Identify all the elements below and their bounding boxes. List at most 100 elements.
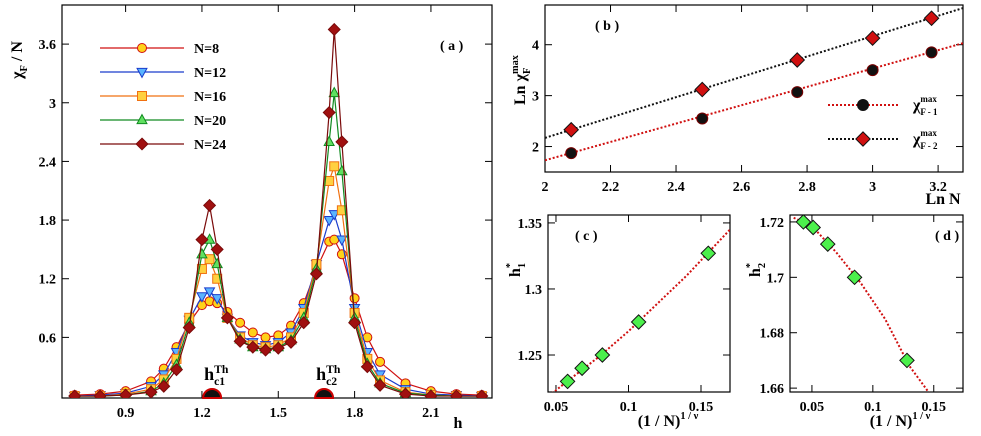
marker [335,135,349,149]
x-tick-label: 2 [542,180,549,195]
legend-name: χ [912,97,921,114]
critical-label-part: h [204,364,214,384]
marker [375,356,386,367]
x-tick-label: 0.15 [922,400,947,415]
x-tick-label: 1.8 [346,406,364,421]
marker [846,269,863,286]
y-axis-label-part: χ [9,71,26,80]
plot-frame [547,214,731,393]
marker [348,316,362,330]
y-axis-label-part: F [522,68,533,74]
legend-label: N=12 [194,66,226,81]
x-tick-label: 3 [869,180,876,195]
critical-label-part: Th [214,363,229,376]
legend-label: N=8 [194,42,219,57]
y-tick-label: 1.2 [39,273,57,288]
marker [789,52,806,68]
series-line [74,29,482,397]
x-axis-label: (1 / N)1 / ν [870,411,931,430]
marker [204,254,215,265]
legend-sup: max [920,94,937,104]
marker [805,219,822,236]
critical-point [202,388,223,399]
y-tick-label: 0.6 [39,331,57,346]
marker [157,379,171,393]
critical-label-part: c2 [326,375,337,388]
marker [398,387,413,398]
legend-label: N=16 [194,90,226,105]
series-line [74,238,482,396]
x-axis-label: (1 / N)1 / ν [638,411,699,430]
y-axis-label: Ln χmaxF [510,54,533,105]
y-axis-label-part: Ln χ [512,73,529,105]
x-tick-label: 0.05 [544,400,569,415]
marker [475,389,489,398]
marker [119,388,133,398]
marker [260,332,271,343]
marker [258,343,273,357]
marker [210,242,224,256]
critical-label-part: h [316,364,326,384]
y-tick-label: 2 [532,141,539,156]
y-tick-label: 3.6 [39,38,57,53]
marker [857,99,869,111]
marker [246,340,260,354]
legend-label: N=24 [194,138,226,153]
marker [559,373,576,390]
y-tick-label: 1.72 [760,216,785,231]
legend-sub: F - 2 [920,141,938,151]
y-tick-label: 1.68 [760,327,785,342]
marker [233,334,247,348]
y-tick-label: 1.3 [525,283,543,298]
marker [574,360,590,377]
x-axis-label: Ln N [925,191,961,208]
legend-label: N=20 [194,114,226,129]
marker [327,22,341,36]
x-tick-label: 2.6 [733,180,751,195]
plot-area [545,7,963,162]
marker [899,352,915,369]
y-tick-label: 3 [49,97,56,112]
marker [136,113,148,125]
marker [424,389,438,398]
plot-area [793,215,930,392]
marker [220,311,234,325]
y-tick-label: 1.25 [518,349,543,364]
y-axis-label-part: F [19,65,30,71]
marker [196,292,208,303]
x-tick-label: 2.2 [602,180,620,195]
critical-label-part: Th [326,363,341,376]
marker [630,314,647,330]
x-tick-label: 1.2 [193,406,211,421]
marker [203,198,217,212]
x-axis-label-part: (1 / N) [638,413,681,430]
x-axis-label-part: 1 / ν [912,411,930,422]
y-axis-label: h1* [505,263,528,277]
marker [235,317,246,328]
marker [864,30,881,46]
legend-sup: max [920,128,937,138]
marker [328,86,341,98]
marker [68,389,82,398]
x-tick-label: 2.8 [798,180,816,195]
critical-label-part: c1 [214,375,225,388]
x-tick-label: 0.1 [620,400,638,415]
marker [323,215,335,227]
critical-label: hc2Th [316,363,341,388]
marker [565,147,578,160]
x-tick-label: 2.1 [422,406,440,421]
marker [271,341,285,355]
x-tick-label: 3.2 [929,180,947,195]
marker [336,235,348,247]
x-axis-label-part: (1 / N) [870,413,913,430]
y-tick-label: 1.35 [518,217,543,232]
y-tick-label: 1.66 [760,382,785,397]
marker [196,247,208,259]
plot-frame [544,4,964,173]
x-axis-label-part: h [454,415,463,432]
marker [563,121,580,138]
fit-line [545,42,963,162]
y-axis-label-part: 1 [517,263,528,268]
x-axis-label-part: 1 / ν [680,411,698,422]
